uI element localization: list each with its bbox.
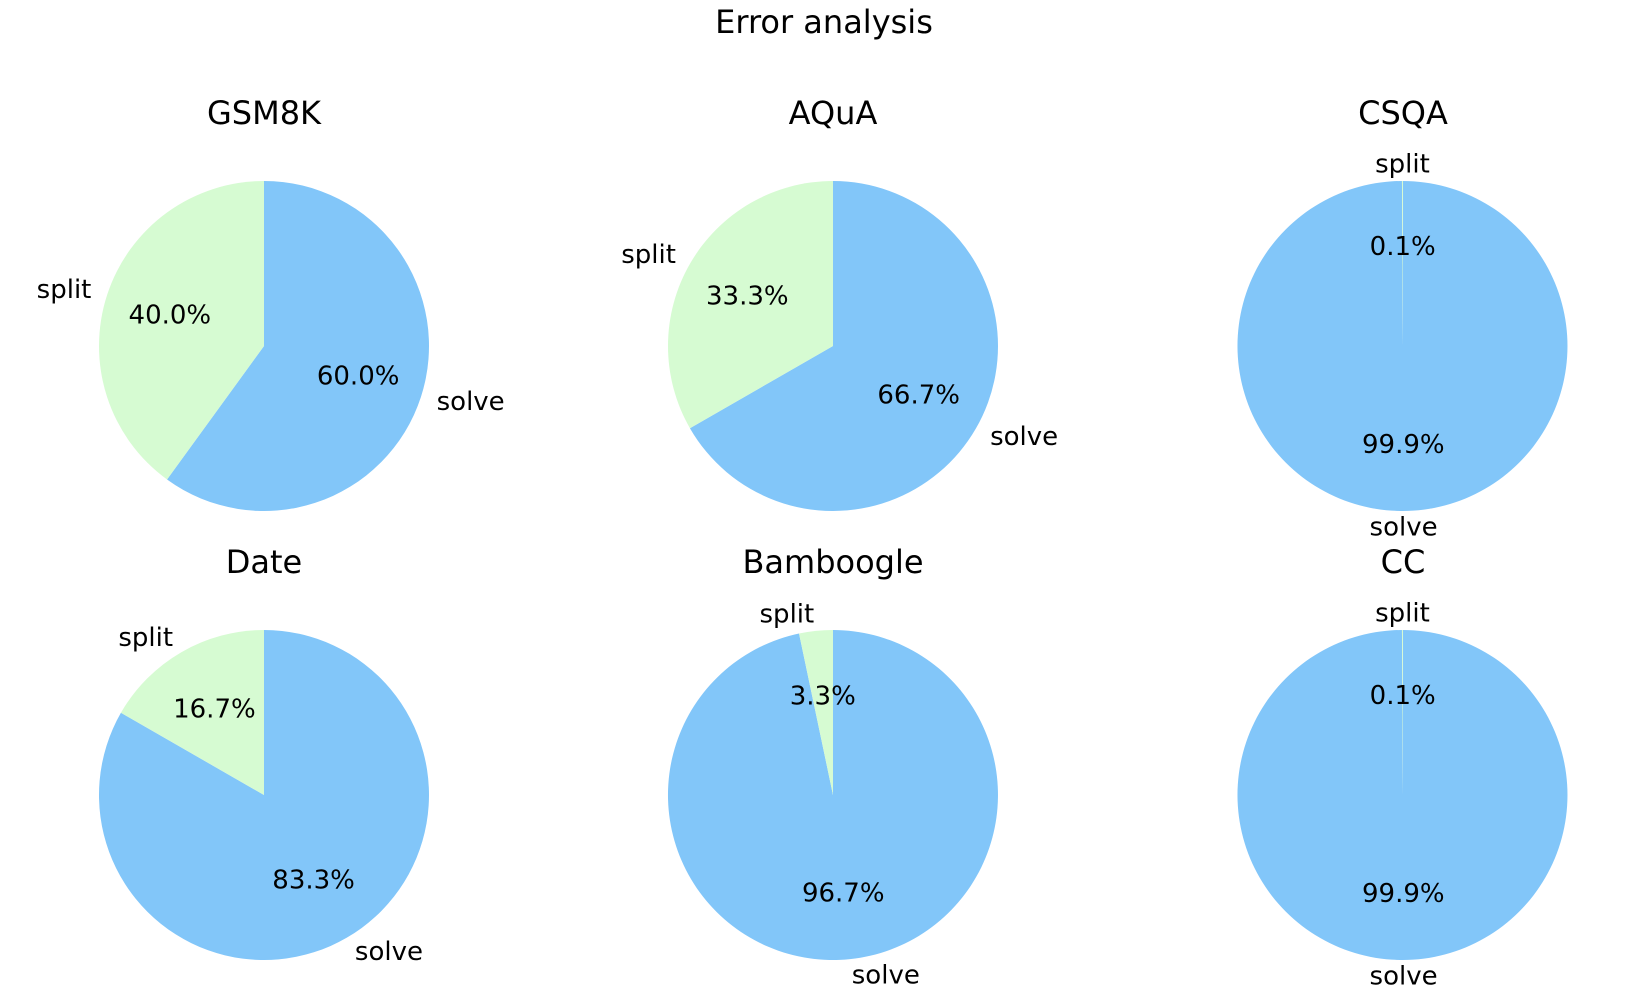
pie-gsm8k: GSM8K 60.0% solve 40.0% split — [37, 94, 505, 511]
pie-bamboogle: Bamboogle 96.7% solve 3.3% split — [667, 543, 998, 991]
slice-label-cc-split: split — [1375, 599, 1430, 629]
slice-label-date-split: split — [118, 623, 173, 653]
pie-date: Date 83.3% solve 16.7% split — [98, 543, 429, 967]
pct-label-gsm8k-split: 40.0% — [129, 300, 212, 330]
slice-label-aqua-solve: solve — [990, 422, 1058, 452]
slice-date-solve — [98, 630, 429, 960]
pie-title-date: Date — [226, 543, 302, 581]
slice-bamboogle-solve — [667, 630, 998, 961]
slice-bamboogle-split — [799, 630, 833, 795]
pie-title-gsm8k: GSM8K — [207, 94, 322, 132]
slice-label-aqua-split: split — [621, 240, 676, 270]
slice-aqua-split — [667, 181, 833, 429]
slice-gsm8k-solve — [167, 181, 430, 511]
pct-label-date-solve: 83.3% — [272, 866, 355, 896]
pie-aqua: AQuA 66.7% solve 33.3% split — [621, 94, 1058, 511]
pct-label-aqua-split: 33.3% — [706, 281, 789, 311]
slice-csqa-solve — [1237, 181, 1568, 511]
pct-label-bamboogle-solve: 96.7% — [802, 878, 885, 908]
slice-cc-split — [1401, 629, 1403, 795]
pie-title-aqua: AQuA — [789, 94, 878, 132]
slice-label-bamboogle-solve: solve — [852, 961, 920, 991]
slice-label-csqa-split: split — [1375, 150, 1430, 180]
slice-date-split — [120, 630, 265, 795]
pie-title-bamboogle: Bamboogle — [742, 543, 923, 581]
slice-label-gsm8k-solve: solve — [437, 387, 505, 417]
pct-label-csqa-split: 0.1% — [1370, 232, 1436, 262]
slice-csqa-split — [1401, 180, 1403, 346]
figure-title: Error analysis — [715, 3, 933, 41]
slice-label-gsm8k-split: split — [37, 275, 92, 305]
slice-label-csqa-solve: solve — [1370, 513, 1438, 543]
pct-label-csqa-solve: 99.9% — [1362, 430, 1445, 460]
slice-label-date-solve: solve — [355, 937, 423, 967]
slice-label-bamboogle-split: split — [760, 599, 815, 629]
pie-charts-grid: GSM8K 60.0% solve 40.0% split AQuA 66.7% solve 3… — [37, 94, 1568, 992]
pie-title-cc: CC — [1381, 543, 1426, 581]
pct-label-cc-solve: 99.9% — [1362, 879, 1445, 909]
pct-label-bamboogle-split: 3.3% — [790, 682, 856, 712]
slice-gsm8k-split — [99, 181, 264, 480]
pie-csqa: CSQA 99.9% solve 0.1% split — [1237, 94, 1568, 543]
pct-label-date-split: 16.7% — [173, 694, 256, 724]
slice-cc-solve — [1237, 630, 1568, 960]
pie-title-csqa: CSQA — [1358, 94, 1448, 132]
slice-aqua-solve — [689, 181, 998, 511]
slice-label-cc-solve: solve — [1370, 962, 1438, 992]
pct-label-gsm8k-solve: 60.0% — [317, 362, 400, 392]
pct-label-cc-split: 0.1% — [1370, 681, 1436, 711]
pct-label-aqua-solve: 66.7% — [877, 381, 960, 411]
pie-cc: CC 99.9% solve 0.1% split — [1237, 543, 1568, 992]
